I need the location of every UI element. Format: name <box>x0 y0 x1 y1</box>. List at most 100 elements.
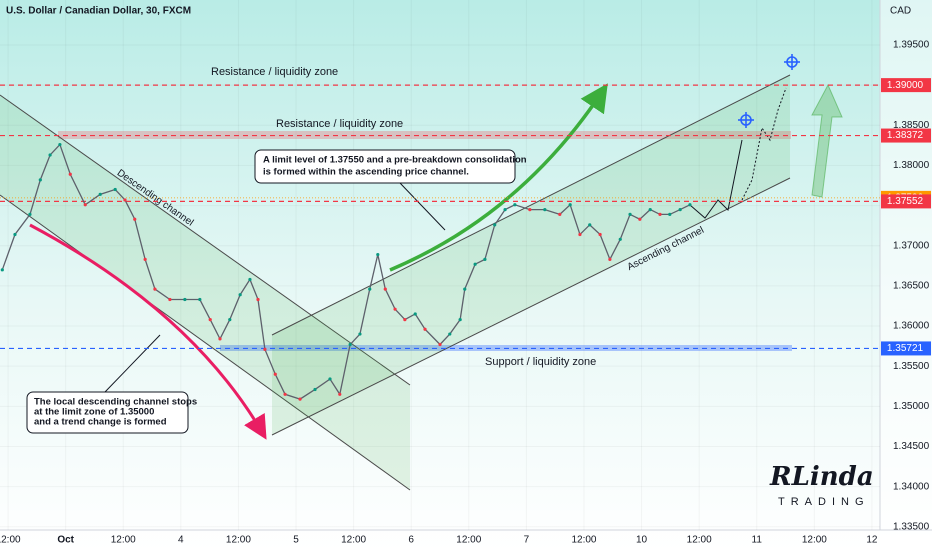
price-point <box>198 297 202 302</box>
price-point <box>58 142 62 147</box>
bearish-arrow <box>29 223 267 440</box>
price-point <box>393 307 397 311</box>
price-point <box>13 232 17 237</box>
price-point <box>98 192 102 196</box>
price-point <box>348 342 352 347</box>
price-point <box>153 287 157 291</box>
level-label: 1.37552 <box>887 196 924 207</box>
callout-pointer <box>104 334 161 393</box>
y-tick-label: 1.39500 <box>893 40 930 51</box>
price-point <box>473 262 477 266</box>
price-point <box>313 387 317 392</box>
price-point <box>618 237 622 241</box>
price-point <box>256 297 260 302</box>
x-tick-label: 12:00 <box>341 535 366 546</box>
y-tick-label: 1.35500 <box>893 361 930 372</box>
y-tick-label: 1.34000 <box>893 481 930 492</box>
price-point <box>628 212 632 217</box>
x-tick-label: 12:00 <box>0 535 21 546</box>
callout-text: A limit level of 1.37550 and a pre-break… <box>263 155 527 166</box>
price-point <box>423 327 427 331</box>
price-point <box>438 342 442 347</box>
ascending-channel-fill <box>272 75 790 435</box>
price-point <box>558 212 562 217</box>
projection-path <box>689 139 743 219</box>
x-tick-label: 12:00 <box>802 535 827 546</box>
price-point <box>38 178 42 182</box>
callout-text: at the limit zone of 1.35000 <box>34 407 154 418</box>
descending-channel-upper <box>0 94 411 386</box>
y-tick-label: 1.33500 <box>893 521 930 532</box>
price-point <box>168 297 172 302</box>
price-point <box>568 203 572 207</box>
x-tick-label: 7 <box>524 535 530 546</box>
price-point <box>483 257 487 261</box>
x-tick-label: 11 <box>752 535 763 546</box>
callout-text: and a trend change is formed <box>34 417 167 428</box>
price-point <box>463 287 467 291</box>
price-point <box>413 312 417 316</box>
y-tick-label: 1.34500 <box>893 441 930 452</box>
x-tick-label: 12:00 <box>456 535 481 546</box>
price-point <box>678 207 682 212</box>
price-point <box>238 293 242 297</box>
y-tick-label: 1.38500 <box>893 120 930 131</box>
level-badge <box>881 128 931 143</box>
y-tick-label: 1.36000 <box>893 321 930 332</box>
level-label: 1.38372 <box>887 130 924 141</box>
price-point <box>608 257 612 261</box>
annotation: Support / liquidity zone <box>485 356 596 368</box>
x-tick-label: 5 <box>293 535 299 546</box>
x-tick-label: 12:00 <box>226 535 251 546</box>
y-tick-label: 1.38000 <box>893 160 930 171</box>
x-tick-label: 6 <box>408 535 414 546</box>
price-point <box>403 318 407 322</box>
x-tick-label: Oct <box>57 535 74 546</box>
projection-dotted <box>741 87 787 201</box>
x-tick-label: 10 <box>636 535 648 546</box>
x-tick-label: 12:00 <box>111 535 136 546</box>
target-icon <box>738 54 800 128</box>
price-point <box>83 203 87 207</box>
price-point <box>638 217 642 221</box>
price-point <box>543 207 547 212</box>
price-point <box>263 347 267 351</box>
callout-box <box>26 391 189 434</box>
price-point <box>668 212 672 217</box>
annotation: Resistance / liquidity zone <box>211 66 338 78</box>
x-tick-label: 12 <box>866 535 878 546</box>
currency-label: CAD <box>890 6 911 17</box>
price-point <box>458 318 462 322</box>
price-point <box>528 207 532 212</box>
y-tick-label: 1.36500 <box>893 281 930 292</box>
price-point <box>648 207 652 212</box>
price-point <box>143 257 147 261</box>
price-point <box>376 252 380 257</box>
level-label: 1.39000 <box>887 80 924 91</box>
price-point <box>283 392 287 396</box>
price-point <box>48 153 52 157</box>
level-badge <box>881 78 931 93</box>
logo: RLinda TRADING <box>769 462 874 508</box>
level-label: 1.35721 <box>887 343 924 354</box>
ascending-channel-upper <box>271 74 791 336</box>
price-point <box>658 212 662 217</box>
price-point <box>598 232 602 237</box>
price-point <box>493 223 497 227</box>
callout-text: is formed within the ascending price cha… <box>263 167 469 178</box>
price-point <box>368 287 372 291</box>
chart-title: U.S. Dollar / Canadian Dollar, 30, FXCM <box>6 6 191 17</box>
level-badge <box>881 194 931 209</box>
price-point <box>218 337 222 341</box>
price-point <box>248 277 252 282</box>
level-badge <box>881 341 931 356</box>
price-point <box>0 268 4 272</box>
price-point <box>338 392 342 396</box>
callout-box <box>254 149 516 184</box>
price-line <box>1 143 691 400</box>
ascending-channel-lower <box>271 177 791 436</box>
x-tick-label: 4 <box>178 535 184 546</box>
price-point <box>298 397 302 401</box>
